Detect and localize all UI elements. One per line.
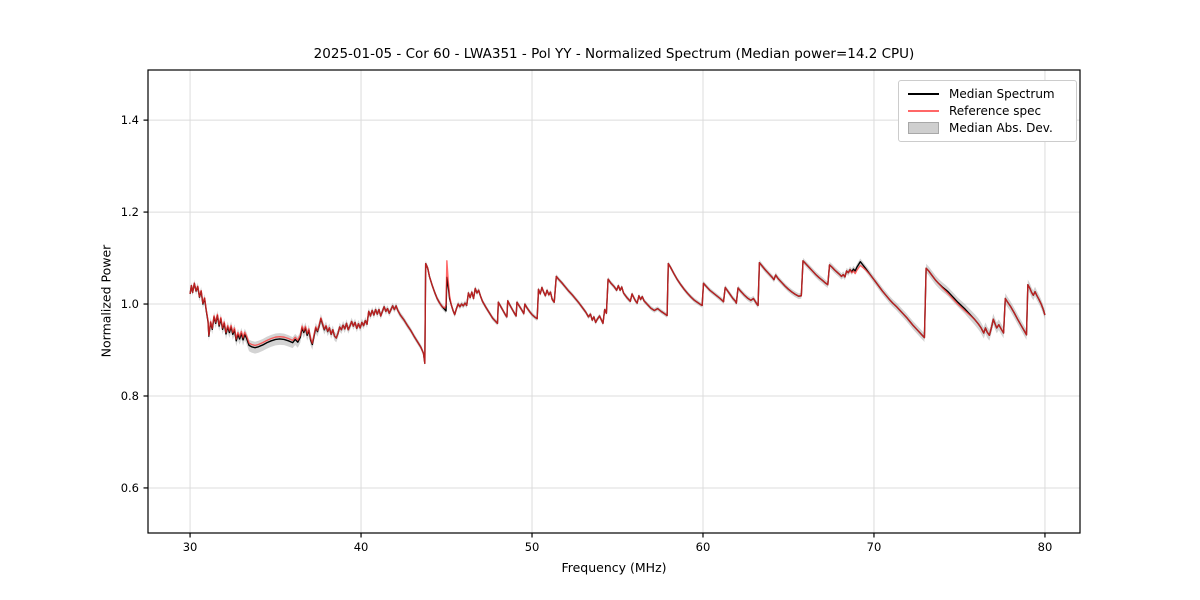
legend-box: Median Spectrum Reference spec Median Ab… bbox=[898, 80, 1077, 142]
axes-frame bbox=[147, 69, 1081, 534]
mad-band bbox=[190, 257, 1045, 367]
legend-item-reference-spec: Reference spec bbox=[908, 103, 1067, 120]
y-tick-label: 0.8 bbox=[121, 389, 139, 403]
legend-label: Median Abs. Dev. bbox=[949, 120, 1053, 135]
median-line-swatch-icon bbox=[908, 93, 939, 96]
x-tick-label: 40 bbox=[354, 540, 369, 554]
y-tick-label: 0.6 bbox=[121, 481, 139, 495]
y-axis-label: Normalized Power bbox=[98, 244, 114, 358]
x-tick-label: 80 bbox=[1038, 540, 1053, 554]
x-tick-label: 60 bbox=[696, 540, 711, 554]
x-tick-label: 70 bbox=[867, 540, 882, 554]
mad-band-swatch-icon bbox=[908, 121, 939, 134]
chart-title: 2025-01-05 - Cor 60 - LWA351 - Pol YY - … bbox=[313, 46, 915, 62]
x-tick-label: 30 bbox=[183, 540, 198, 554]
y-tick-label: 1.4 bbox=[121, 113, 139, 127]
y-tick-label: 1.2 bbox=[121, 205, 139, 219]
reference-line-swatch-icon bbox=[908, 110, 939, 112]
legend-item-median-spectrum: Median Spectrum bbox=[908, 86, 1067, 103]
median-spectrum-line bbox=[189, 260, 1046, 365]
x-axis-label: Frequency (MHz) bbox=[561, 560, 667, 575]
reference-spec-line bbox=[189, 260, 1046, 365]
y-tick-label: 1.0 bbox=[121, 297, 139, 311]
legend-item-median-abs-dev: Median Abs. Dev. bbox=[908, 119, 1067, 136]
legend-label: Reference spec bbox=[949, 104, 1042, 118]
legend-label: Median Spectrum bbox=[949, 87, 1055, 102]
x-tick-label: 50 bbox=[525, 540, 540, 554]
